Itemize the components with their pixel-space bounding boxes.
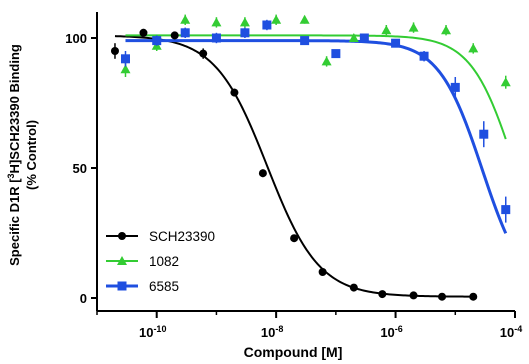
data-point-1082 <box>211 17 222 27</box>
data-point-sch23390 <box>318 268 327 276</box>
legend-label-sch23390: SCH23390 <box>149 229 215 244</box>
legend-label-6585: 6585 <box>149 279 179 294</box>
data-point-6585 <box>300 36 310 46</box>
y-tick-label: 0 <box>80 291 87 306</box>
axes: 0 50 100 10-10 10-8 10-6 10-4 <box>65 12 522 340</box>
data-point-6585 <box>419 51 429 61</box>
data-points <box>110 14 511 301</box>
data-point-1082 <box>321 56 332 66</box>
data-point-sch23390 <box>230 88 239 97</box>
data-point-6585 <box>359 33 369 43</box>
data-point-sch23390 <box>290 234 299 243</box>
y-axis-label-line2: (% Control) <box>24 120 39 190</box>
legend-marker-1082 <box>117 256 127 265</box>
y-axis-label: Specific D1R [3H]SCH23390 Binding <box>6 44 22 266</box>
data-point-1082 <box>468 43 479 53</box>
data-point-sch23390 <box>469 292 478 301</box>
legend-marker-sch23390 <box>118 232 126 240</box>
y-tick-label: 50 <box>73 161 87 176</box>
y-tick-label: 100 <box>65 31 87 46</box>
data-point-6585 <box>262 20 272 30</box>
data-point-6585 <box>391 38 401 48</box>
data-point-6585 <box>450 82 460 92</box>
data-point-sch23390 <box>378 290 387 299</box>
data-point-sch23390 <box>349 283 358 292</box>
data-point-sch23390 <box>258 169 267 178</box>
data-point-6585 <box>152 36 162 46</box>
data-point-6585 <box>501 205 511 215</box>
data-point-1082 <box>408 22 419 32</box>
data-point-sch23390 <box>139 28 148 37</box>
x-tick-label: 10-4 <box>500 324 522 340</box>
fit-curve-6585 <box>125 39 508 234</box>
legend-label-1082: 1082 <box>149 254 179 269</box>
data-point-1082 <box>239 17 250 27</box>
data-point-1082 <box>180 14 191 24</box>
data-point-sch23390 <box>170 31 179 40</box>
legend: SCH23390 1082 6585 <box>106 229 215 294</box>
data-point-6585 <box>479 129 489 139</box>
data-point-1082 <box>441 25 452 35</box>
x-axis-label: Compound [M] <box>244 344 343 360</box>
data-point-1082 <box>120 64 131 74</box>
data-point-6585 <box>120 54 130 64</box>
data-point-sch23390 <box>199 49 208 58</box>
data-point-6585 <box>211 33 221 43</box>
data-point-1082 <box>500 77 511 87</box>
x-tick-label: 10-8 <box>261 324 283 340</box>
x-tick-label: 10-10 <box>139 324 166 340</box>
data-point-sch23390 <box>409 291 418 300</box>
data-point-1082 <box>271 14 282 24</box>
data-point-6585 <box>180 28 190 38</box>
data-point-1082 <box>381 25 392 35</box>
x-tick-label: 10-6 <box>380 324 402 340</box>
data-point-sch23390 <box>110 47 119 55</box>
data-point-1082 <box>299 14 310 24</box>
data-point-6585 <box>240 28 250 38</box>
legend-marker-6585 <box>117 281 127 291</box>
data-point-sch23390 <box>438 292 447 301</box>
data-point-1082 <box>348 33 359 42</box>
data-point-6585 <box>331 49 341 59</box>
